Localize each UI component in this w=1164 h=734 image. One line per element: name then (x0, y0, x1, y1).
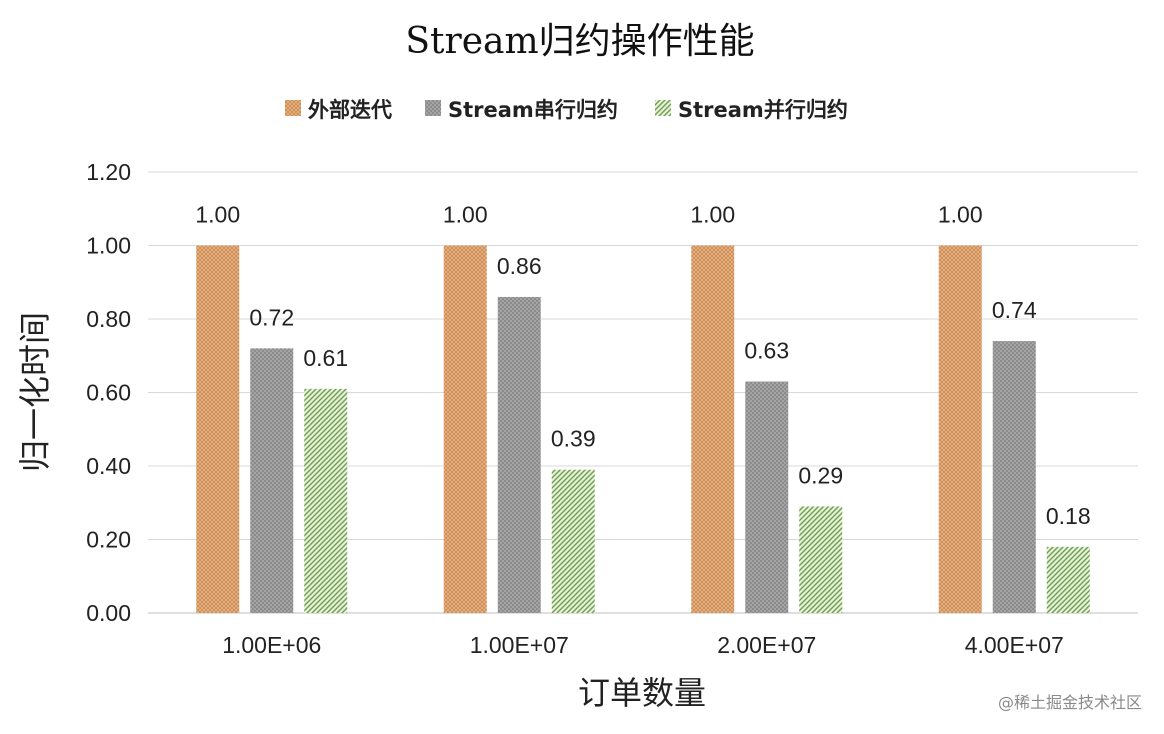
y-tick-label: 0.00 (86, 600, 131, 626)
chart-title: Stream归约操作性能 (405, 21, 754, 62)
legend: 外部迭代 Stream串行归约 Stream并行归约 (285, 98, 848, 122)
y-axis-ticks: 0.00 0.20 0.40 0.60 0.80 1.00 1.20 (86, 159, 131, 626)
bar (799, 506, 843, 613)
data-label: 1.00 (690, 202, 735, 228)
data-label: 0.61 (303, 345, 348, 371)
data-label: 0.39 (551, 426, 596, 452)
data-label: 0.74 (992, 297, 1037, 323)
data-label: 1.00 (938, 202, 983, 228)
data-label: 0.63 (744, 337, 789, 363)
bar (304, 388, 348, 613)
legend-swatch (285, 100, 301, 116)
legend-label: Stream串行归约 (448, 98, 618, 122)
legend-swatch (655, 100, 671, 116)
legend-label: Stream并行归约 (678, 98, 848, 122)
bar (196, 245, 240, 613)
bar (443, 245, 487, 613)
watermark: @稀土掘金技术社区 (998, 693, 1142, 712)
x-axis-title: 订单数量 (578, 674, 706, 712)
bar (691, 245, 735, 613)
y-tick-label: 1.20 (86, 159, 131, 185)
y-tick-label: 1.00 (86, 233, 131, 259)
bar (992, 341, 1036, 613)
bars (196, 245, 1090, 613)
data-label: 0.29 (798, 462, 843, 488)
x-axis-ticks: 1.00E+06 1.00E+07 2.00E+07 4.00E+07 (222, 632, 1064, 658)
y-axis-title: 归一化时间 (16, 312, 54, 472)
legend-swatch (425, 100, 441, 116)
y-tick-label: 0.40 (86, 453, 131, 479)
x-tick-label: 1.00E+07 (470, 632, 569, 658)
data-label: 0.86 (497, 253, 542, 279)
y-tick-label: 0.80 (86, 306, 131, 332)
data-label: 1.00 (443, 202, 488, 228)
x-tick-label: 2.00E+07 (717, 632, 816, 658)
bar (250, 348, 294, 613)
y-tick-label: 0.60 (86, 380, 131, 406)
x-tick-label: 1.00E+06 (222, 632, 321, 658)
bar (1046, 546, 1090, 613)
x-tick-label: 4.00E+07 (965, 632, 1064, 658)
bar (938, 245, 982, 613)
gridlines (148, 171, 1138, 614)
data-label: 0.18 (1046, 503, 1091, 529)
y-tick-label: 0.20 (86, 527, 131, 553)
bar (745, 381, 789, 613)
data-labels: 1.00 0.72 0.61 1.00 0.86 0.39 1.00 0.63 0.29 1.00… (195, 202, 1090, 529)
legend-label: 外部迭代 (308, 98, 392, 122)
data-label: 1.00 (195, 202, 240, 228)
bar (551, 469, 595, 613)
data-label: 0.72 (249, 304, 294, 330)
bar (497, 296, 541, 613)
